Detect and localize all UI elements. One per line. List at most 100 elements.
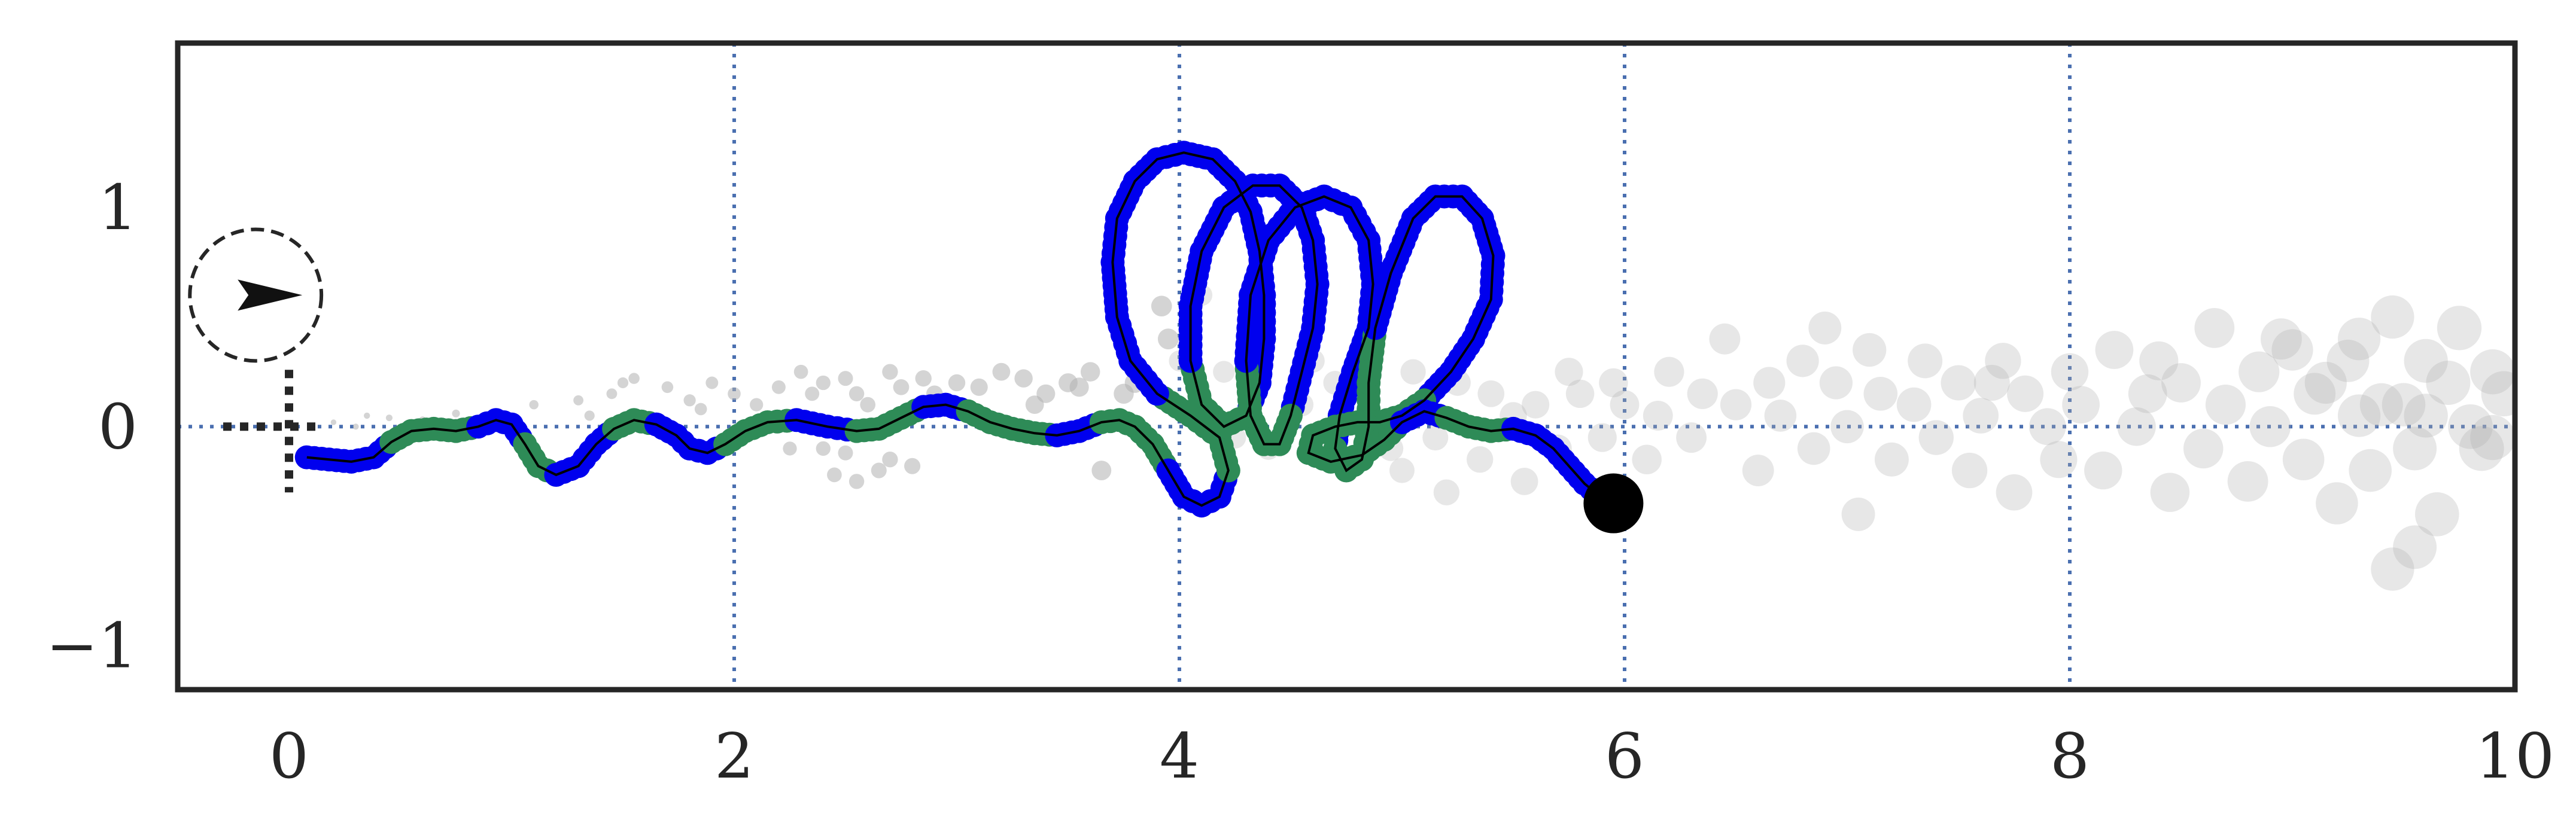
cloud-point bbox=[2205, 385, 2246, 425]
cloud-point bbox=[882, 364, 898, 380]
cloud-point bbox=[1643, 401, 1673, 431]
cloud-point bbox=[1808, 311, 1842, 345]
trajectory bbox=[294, 141, 1618, 518]
cloud-point bbox=[2128, 374, 2167, 413]
cloud-point bbox=[1522, 391, 1550, 419]
x-tick-label: 6 bbox=[1605, 720, 1644, 793]
cloud-point bbox=[330, 419, 337, 425]
cloud-point bbox=[606, 388, 618, 400]
cloud-point bbox=[904, 458, 921, 474]
cloud-point bbox=[1632, 444, 1662, 474]
cloud-point bbox=[1830, 410, 1864, 444]
cloud-point bbox=[1819, 366, 1853, 400]
cloud-point bbox=[2459, 426, 2504, 471]
cloud-point bbox=[1654, 356, 1684, 387]
cloud-point bbox=[2150, 473, 2190, 512]
cloud-point bbox=[2007, 375, 2044, 412]
cloud-point bbox=[2349, 449, 2392, 492]
cloud-point bbox=[1213, 361, 1235, 383]
cloud-point bbox=[2139, 341, 2179, 380]
cloud-point bbox=[2282, 438, 2325, 481]
cloud-point bbox=[2294, 373, 2336, 415]
cloud-point bbox=[1510, 468, 1538, 495]
cloud-point bbox=[1941, 365, 1976, 401]
cloud-point bbox=[2404, 394, 2448, 438]
cloud-point bbox=[1036, 384, 1056, 403]
cloud-point bbox=[584, 410, 595, 421]
cloud-point bbox=[2326, 339, 2370, 382]
cloud-point bbox=[573, 395, 584, 406]
cloud-point bbox=[2382, 383, 2426, 426]
cloud-point bbox=[1963, 398, 1999, 434]
cloud-point bbox=[1080, 362, 1100, 382]
cloud-point bbox=[2337, 318, 2381, 361]
cloud-point bbox=[783, 441, 797, 456]
cloud-point bbox=[1985, 343, 2021, 379]
cloud-point bbox=[838, 445, 853, 461]
cloud-point bbox=[816, 441, 831, 456]
cloud-point bbox=[827, 467, 842, 483]
cloud-point bbox=[683, 394, 696, 407]
cloud-point bbox=[793, 364, 808, 379]
cloud-point bbox=[871, 462, 887, 479]
cloud-point bbox=[882, 452, 898, 468]
cloud-point bbox=[915, 370, 932, 387]
cloud-point bbox=[2271, 329, 2313, 371]
cloud-point bbox=[1433, 479, 1460, 505]
cloud-point bbox=[2359, 383, 2403, 426]
cloud-point bbox=[970, 378, 988, 396]
y-axis-ticks: −1 0 1 bbox=[46, 171, 138, 682]
cloud-point bbox=[1587, 423, 1617, 452]
cloud-point bbox=[1599, 368, 1628, 398]
cloud-point bbox=[848, 474, 865, 489]
cloud-point bbox=[2470, 349, 2515, 395]
cloud-point bbox=[1996, 474, 2033, 511]
cloud-point bbox=[728, 387, 741, 401]
cloud-point bbox=[1151, 295, 1172, 317]
cloud-point bbox=[1069, 377, 1089, 397]
cloud-point bbox=[1014, 369, 1033, 388]
cloud-point bbox=[1720, 389, 1752, 420]
cloud-point bbox=[2062, 386, 2100, 423]
cloud-point bbox=[948, 374, 966, 392]
x-tick-label: 4 bbox=[1160, 720, 1199, 793]
cloud-point bbox=[1709, 323, 1741, 355]
cloud-point bbox=[2470, 415, 2515, 461]
cloud-point bbox=[2426, 361, 2471, 405]
cloud-point bbox=[661, 381, 674, 394]
cloud-point bbox=[1918, 420, 1954, 455]
cloud-point bbox=[2337, 394, 2381, 437]
cloud-point bbox=[1687, 378, 1718, 409]
cloud-point bbox=[1853, 333, 1887, 367]
cloud-point bbox=[705, 376, 719, 389]
cloud-point bbox=[2084, 451, 2122, 490]
y-tick-label: 1 bbox=[98, 171, 138, 244]
cloud-point bbox=[2260, 318, 2302, 360]
cloud-point bbox=[1555, 358, 1583, 386]
cloud-point bbox=[1896, 387, 1932, 422]
y-tick-label: 0 bbox=[98, 390, 138, 463]
cloud-point bbox=[1091, 461, 1112, 480]
cloud-point bbox=[2095, 331, 2134, 369]
cloud-point bbox=[2194, 307, 2235, 348]
cloud-point bbox=[1400, 359, 1426, 385]
cloud-point bbox=[1676, 422, 1707, 453]
cloud-point bbox=[628, 373, 640, 384]
cloud-point bbox=[1786, 345, 1819, 377]
x-tick-label: 2 bbox=[714, 720, 754, 793]
cloud-point bbox=[816, 375, 831, 391]
cloud-point bbox=[2316, 482, 2358, 525]
cloud-point bbox=[1908, 343, 1943, 379]
cloud-point bbox=[1467, 446, 1494, 473]
cloud-point bbox=[838, 371, 853, 386]
cloud-point bbox=[750, 398, 764, 412]
cloud-point bbox=[2227, 461, 2268, 502]
cloud-point bbox=[2393, 426, 2437, 471]
cloud-point bbox=[893, 379, 910, 395]
cloud-point bbox=[805, 386, 820, 401]
cloud-point bbox=[2239, 351, 2280, 392]
cloud-point bbox=[1422, 425, 1449, 451]
orientation-arrow-icon bbox=[238, 279, 303, 311]
cloud-point bbox=[1565, 379, 1595, 409]
